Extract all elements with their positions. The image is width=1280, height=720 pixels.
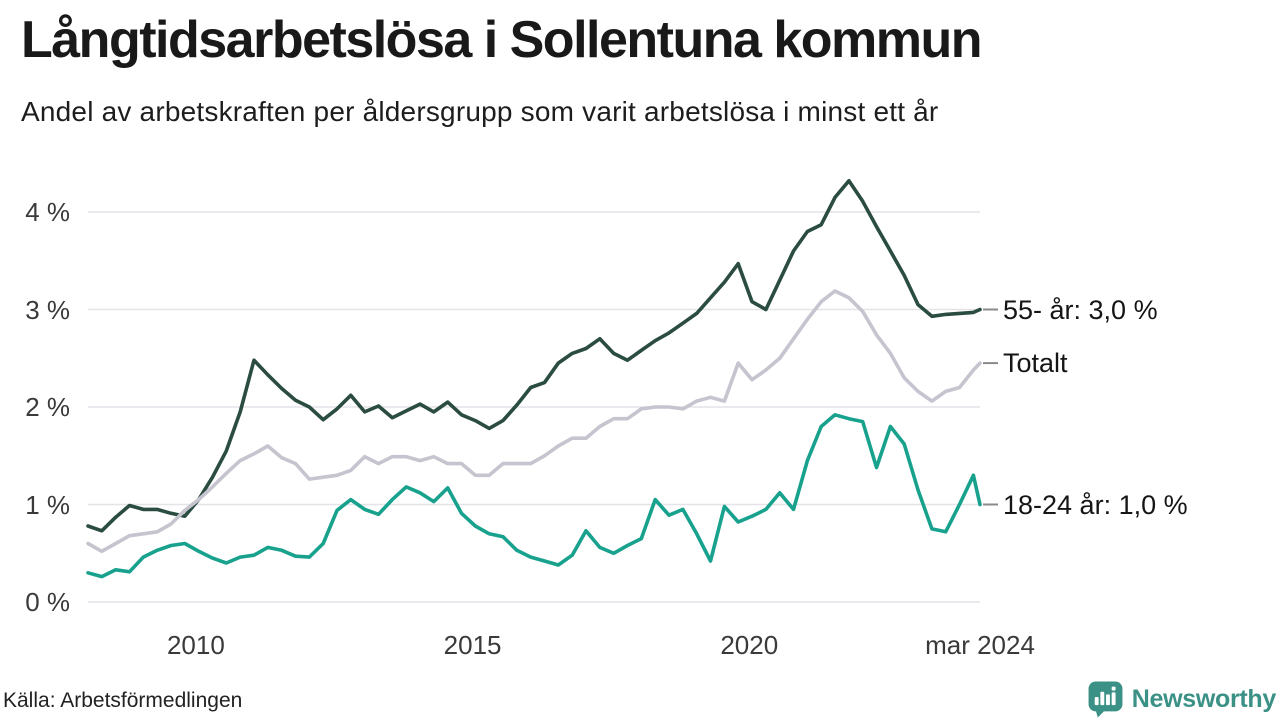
y-tick-label-3: 3 % [25, 294, 70, 325]
newsworthy-pin-bar-chart-icon [1088, 681, 1123, 718]
source-note: Källa: Arbetsförmedlingen [3, 689, 243, 712]
series-line-18-24-ar [86, 412, 982, 579]
series-line-55-ar [86, 179, 982, 533]
newsworthy-logo: Newsworthy [1087, 680, 1276, 718]
series-line-totalt [86, 289, 982, 554]
x-tick-label-2020: 2020 [720, 630, 779, 660]
y-tick-label-2: 2 % [25, 392, 70, 422]
series-end-label-totalt: Totalt [1003, 348, 1068, 379]
chart-subtitle: Andel av arbetskraften per åldersgrupp s… [21, 96, 939, 127]
chart-title: Långtidsarbetslösa i Sollentuna kommun [21, 11, 983, 69]
y-tick-label-4: 4 % [25, 197, 70, 227]
series-end-label-18-24-ar: 18-24 år: 1,0 % [1003, 489, 1188, 520]
x-tick-label-mar 2024: mar 2024 [925, 630, 1035, 660]
y-tick-label-1: 1 % [25, 489, 70, 520]
newsworthy-logo-text: Newsworthy [1131, 684, 1277, 713]
y-tick-label-0: 0 % [25, 587, 70, 617]
series-end-label-55-ar: 55- år: 3,0 % [1003, 294, 1158, 325]
x-tick-label-2015: 2015 [443, 630, 502, 660]
x-tick-label-2010: 2010 [166, 630, 225, 660]
